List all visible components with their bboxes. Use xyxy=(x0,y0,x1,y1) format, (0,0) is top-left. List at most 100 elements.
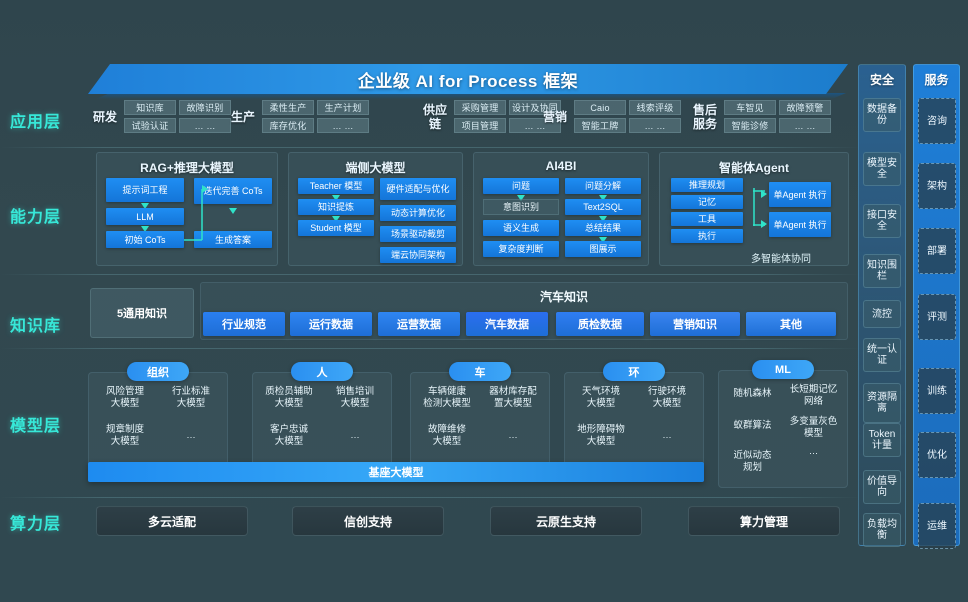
capability-box[interactable]: 图展示 xyxy=(565,241,641,257)
divider-4 xyxy=(0,497,860,498)
capability-box[interactable]: 记忆 xyxy=(671,195,743,209)
app-group-column-0: Caio 智能工牌 xyxy=(574,100,626,133)
divider-1 xyxy=(0,147,860,148)
app-cell[interactable]: 故障识别 xyxy=(179,100,231,115)
security-rail-item[interactable]: 知识围栏 xyxy=(863,254,901,288)
app-cell[interactable]: 采购管理 xyxy=(454,100,506,115)
model-card-pill[interactable]: 车 xyxy=(449,362,511,381)
app-group-4: 售后服务 车智见 智能诊修 故障预警 … … xyxy=(690,100,831,133)
app-cell[interactable]: 智能诊修 xyxy=(724,118,776,133)
app-cell[interactable]: … … xyxy=(779,118,831,133)
compute-box[interactable]: 算力管理 xyxy=(688,506,840,536)
capability-box[interactable]: 问题 xyxy=(483,178,559,194)
app-cell[interactable]: … … xyxy=(629,118,681,133)
knowledge-chip[interactable]: 汽车数据 xyxy=(466,312,548,336)
compute-box[interactable]: 云原生支持 xyxy=(490,506,642,536)
security-rail-item[interactable]: 统一认证 xyxy=(863,338,901,372)
app-cell[interactable]: 故障预警 xyxy=(779,100,831,115)
capability-box[interactable]: 意图识别 xyxy=(483,199,559,215)
capability-box[interactable]: 执行 xyxy=(671,229,743,243)
app-cell[interactable]: 生产计划 xyxy=(317,100,369,115)
capability-box[interactable]: 问题分解 xyxy=(565,178,641,194)
knowledge-chip[interactable]: 行业规范 xyxy=(203,312,285,336)
security-rail-item[interactable]: 负载均衡 xyxy=(863,513,901,547)
app-cell[interactable]: 智能工牌 xyxy=(574,118,626,133)
model-card-3 xyxy=(564,372,704,470)
app-cell[interactable]: 知识库 xyxy=(124,100,176,115)
capability-box[interactable]: Teacher 模型 xyxy=(298,178,374,194)
security-rail-item[interactable]: 资源隔离 xyxy=(863,383,901,423)
app-cell[interactable]: … … xyxy=(509,118,561,133)
service-rail-item[interactable]: 部署 xyxy=(918,228,956,274)
capability-box[interactable]: 复杂度判断 xyxy=(483,241,559,257)
capability-box[interactable]: 单Agent 执行 xyxy=(769,212,831,237)
banner-title: 企业级 AI for Process 框架 xyxy=(357,71,579,91)
compute-box[interactable]: 信创支持 xyxy=(292,506,444,536)
model-item: 器材库存配 置大模型 xyxy=(489,386,537,409)
capability-box[interactable]: 单Agent 执行 xyxy=(769,182,831,207)
flow-arrow-down xyxy=(599,237,607,243)
security-rail-item[interactable]: 数据备份 xyxy=(863,98,901,132)
service-rail-item[interactable]: 训练 xyxy=(918,368,956,414)
capability-box[interactable]: LLM xyxy=(106,208,184,225)
app-cell[interactable]: 项目管理 xyxy=(454,118,506,133)
capability-box[interactable]: 场景驱动裁剪 xyxy=(380,226,456,242)
service-rail-item[interactable]: 咨询 xyxy=(918,98,956,144)
model-item: 多变量灰色 模型 xyxy=(789,416,838,439)
security-rail-item[interactable]: 价值导向 xyxy=(863,470,901,504)
service-rail-item[interactable]: 架构 xyxy=(918,163,956,209)
knowledge-general-box[interactable]: 5通用知识 xyxy=(90,288,194,338)
capability-box[interactable]: 初始 CoTs xyxy=(106,231,184,248)
model-card-pill[interactable]: 组织 xyxy=(127,362,189,381)
model-item: 天气环境 大模型 xyxy=(581,386,620,409)
service-rail-item[interactable]: 评测 xyxy=(918,294,956,340)
security-rail-item[interactable]: 接口安全 xyxy=(863,204,901,238)
capability-box[interactable]: 动态计算优化 xyxy=(380,205,456,221)
model-item: 随机森林 xyxy=(733,388,772,399)
app-cell[interactable]: … … xyxy=(317,118,369,133)
capability-box[interactable]: 语义生成 xyxy=(483,220,559,236)
capability-box[interactable]: 生成答案 xyxy=(194,231,272,248)
model-card-pill[interactable]: 人 xyxy=(291,362,353,381)
security-rail-item[interactable]: Token 计量 xyxy=(863,423,901,457)
knowledge-chip[interactable]: 质检数据 xyxy=(556,312,644,336)
model-item: … xyxy=(186,430,196,441)
model-item: … xyxy=(350,430,360,441)
capability-box[interactable]: 总结结果 xyxy=(565,220,641,236)
capability-box[interactable]: 推理规划 xyxy=(671,178,743,192)
app-cell[interactable]: 库存优化 xyxy=(262,118,314,133)
app-cell[interactable]: … … xyxy=(179,118,231,133)
compute-box[interactable]: 多云适配 xyxy=(96,506,248,536)
capability-panel-title: 智能体Agent xyxy=(719,161,789,175)
knowledge-chip[interactable]: 营销知识 xyxy=(650,312,740,336)
capability-box[interactable]: 端云协同架构 xyxy=(380,247,456,263)
capability-box[interactable]: Text2SQL xyxy=(565,199,641,215)
knowledge-chip[interactable]: 运营数据 xyxy=(378,312,460,336)
capability-box[interactable]: 知识提炼 xyxy=(298,199,374,215)
app-cell[interactable]: Caio xyxy=(574,100,626,115)
service-rail-item[interactable]: 运维 xyxy=(918,503,956,549)
app-cell[interactable]: 设计及协同 xyxy=(509,100,561,115)
knowledge-panel-title: 汽车知识 xyxy=(540,290,589,304)
security-rail-item[interactable]: 流控 xyxy=(863,300,901,328)
model-item: 蚁群算法 xyxy=(733,420,772,431)
knowledge-chip[interactable]: 其他 xyxy=(746,312,836,336)
app-cell[interactable]: 线索评级 xyxy=(629,100,681,115)
app-cell[interactable]: 车智见 xyxy=(724,100,776,115)
knowledge-chip[interactable]: 运行数据 xyxy=(290,312,372,336)
app-cell[interactable]: 柔性生产 xyxy=(262,100,314,115)
security-rail-item[interactable]: 模型安全 xyxy=(863,152,901,186)
app-group-name: 研发 xyxy=(92,109,117,124)
service-rail-item[interactable]: 优化 xyxy=(918,432,956,478)
capability-box[interactable]: Student 模型 xyxy=(298,220,374,236)
base-model-bar[interactable]: 基座大模型 xyxy=(88,462,704,482)
app-cell[interactable]: 试验认证 xyxy=(124,118,176,133)
connector xyxy=(753,190,765,192)
capability-box[interactable]: 工具 xyxy=(671,212,743,226)
model-card-pill[interactable]: ML xyxy=(752,360,814,379)
model-card-0 xyxy=(88,372,228,470)
capability-box[interactable]: 硬件适配与优化 xyxy=(380,178,456,200)
model-card-pill[interactable]: 环 xyxy=(603,362,665,381)
flow-arrow-down xyxy=(332,195,340,201)
capability-box[interactable]: 提示词工程 xyxy=(106,178,184,202)
